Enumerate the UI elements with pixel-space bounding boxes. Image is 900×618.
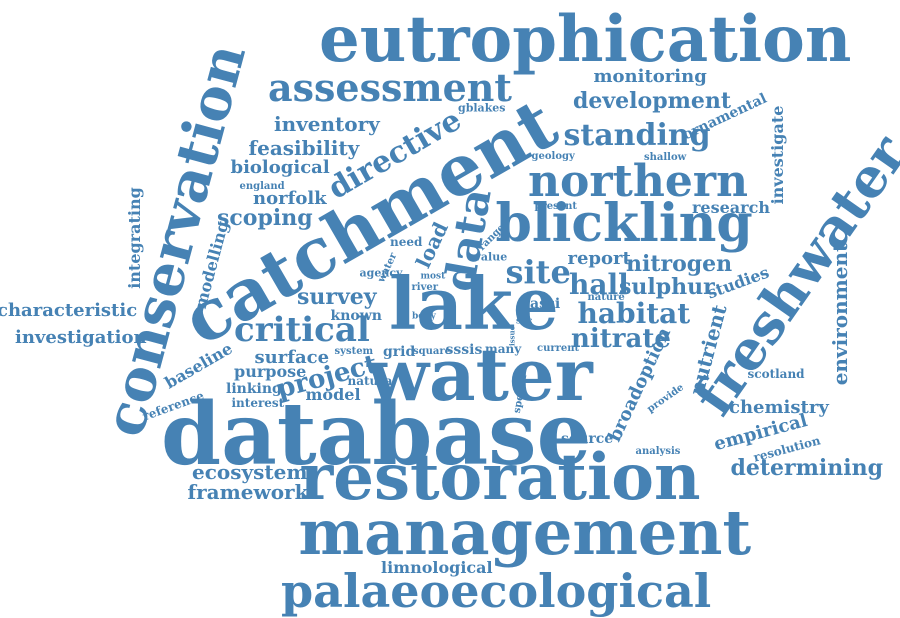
word-northern: northern (528, 156, 748, 207)
word-management: management (298, 496, 752, 569)
word-river: river (411, 282, 439, 293)
word-framework: framework (187, 480, 309, 504)
word-standing: standing (563, 118, 711, 153)
word-value: value (474, 250, 508, 264)
word-present: present (534, 201, 578, 212)
word-analysis: analysis (635, 446, 681, 457)
word-investigation: investigation (15, 327, 147, 348)
word-critical: critical (234, 310, 370, 350)
word-most: most (420, 271, 446, 282)
word-known: known (330, 308, 382, 324)
word-interest: interest (231, 396, 285, 410)
word-investigate: investigate (767, 105, 787, 205)
word-assi: assi (530, 296, 561, 312)
word-body: body (412, 311, 436, 322)
word-nitrate: nitrate (571, 324, 671, 354)
word-surface: surface (254, 347, 330, 368)
word-chemistry: chemistry (729, 397, 829, 418)
word-biological: biological (230, 157, 330, 178)
word-linking: linking (226, 381, 282, 397)
word-characteristic: characteristic (0, 300, 138, 321)
word-environment: environment (827, 242, 852, 386)
word-eutrophication: eutrophication (319, 2, 852, 77)
word-development: development (573, 88, 732, 114)
word-lake: lake (389, 261, 559, 346)
word-database: database (161, 384, 592, 485)
word-norfolk: norfolk (253, 188, 327, 209)
word-water: water (367, 332, 593, 417)
word-blickling: blickling (495, 193, 753, 254)
word-current: current (537, 343, 580, 354)
word-nitrogen: nitrogen (626, 251, 733, 277)
word-agency: agency (359, 266, 403, 280)
word-need: need (390, 235, 423, 249)
word-nature: nature (587, 292, 625, 303)
word-source: source (561, 431, 614, 447)
word-grid: grid (383, 344, 416, 360)
word-restoration: restoration (299, 440, 701, 515)
word-hall: hall (569, 268, 629, 301)
word-limnological: limnological (381, 558, 493, 577)
word-many: many (485, 342, 522, 356)
word-inventory: inventory (274, 112, 380, 136)
word-provide: provide (645, 382, 686, 416)
word-research: research (692, 198, 770, 217)
word-purpose: purpose (234, 362, 307, 381)
word-model: model (305, 385, 361, 404)
word-geology: geology (531, 151, 575, 162)
word-determining: determining (730, 455, 884, 481)
word-monitoring: monitoring (593, 66, 707, 87)
word-square: square (413, 346, 452, 357)
word-scotland: scotland (747, 367, 805, 381)
word-sac: sac (516, 316, 533, 327)
word-england: england (239, 181, 285, 192)
word-natura: natura (347, 374, 393, 388)
word-survey: survey (297, 284, 377, 310)
word-palaeoecological: palaeoecological (281, 564, 712, 618)
word-report: report (567, 248, 631, 269)
word-system: system (334, 346, 374, 357)
word-gblakes: gblakes (458, 101, 506, 115)
word-site: site (505, 253, 571, 291)
word-habitat: habitat (577, 297, 691, 330)
word-sulphur: sulphur (619, 274, 715, 300)
word-scoping: scoping (217, 205, 313, 231)
word-assessment: assessment (268, 65, 512, 110)
word-ecosystem: ecosystem (192, 460, 308, 484)
word-sssis: sssis (445, 342, 483, 358)
word-feasibility: feasibility (248, 136, 360, 160)
word-shallow: shallow (644, 152, 687, 163)
